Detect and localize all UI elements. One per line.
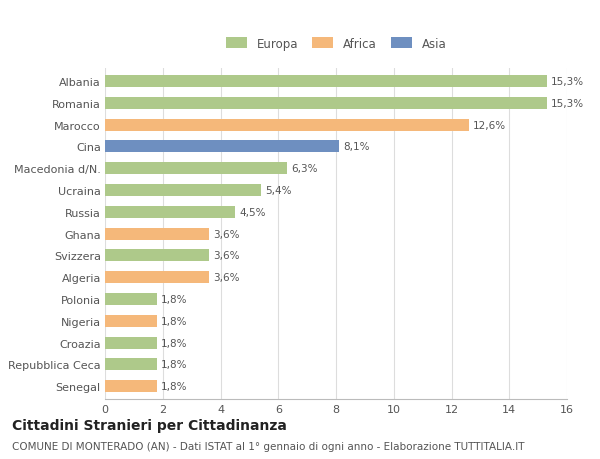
- Bar: [105, 250, 209, 262]
- Text: 1,8%: 1,8%: [161, 359, 188, 369]
- Text: 3,6%: 3,6%: [213, 229, 240, 239]
- Text: 3,6%: 3,6%: [213, 251, 240, 261]
- Text: 4,5%: 4,5%: [239, 207, 266, 218]
- Bar: [105, 337, 157, 349]
- Bar: [105, 315, 157, 327]
- Text: 5,4%: 5,4%: [265, 185, 292, 196]
- Bar: [105, 98, 547, 110]
- Text: 6,3%: 6,3%: [291, 164, 318, 174]
- Text: 1,8%: 1,8%: [161, 294, 188, 304]
- Text: Cittadini Stranieri per Cittadinanza: Cittadini Stranieri per Cittadinanza: [12, 418, 287, 431]
- Text: 12,6%: 12,6%: [473, 120, 506, 130]
- Bar: [105, 119, 469, 131]
- Bar: [105, 141, 339, 153]
- Bar: [105, 293, 157, 305]
- Bar: [105, 381, 157, 392]
- Legend: Europa, Africa, Asia: Europa, Africa, Asia: [223, 35, 449, 53]
- Text: 15,3%: 15,3%: [551, 99, 584, 109]
- Text: 1,8%: 1,8%: [161, 338, 188, 348]
- Bar: [105, 163, 287, 175]
- Bar: [105, 358, 157, 370]
- Text: 8,1%: 8,1%: [343, 142, 370, 152]
- Text: COMUNE DI MONTERADO (AN) - Dati ISTAT al 1° gennaio di ogni anno - Elaborazione : COMUNE DI MONTERADO (AN) - Dati ISTAT al…: [12, 441, 524, 451]
- Text: 3,6%: 3,6%: [213, 273, 240, 283]
- Text: 15,3%: 15,3%: [551, 77, 584, 87]
- Bar: [105, 207, 235, 218]
- Bar: [105, 185, 261, 196]
- Bar: [105, 228, 209, 240]
- Bar: [105, 272, 209, 284]
- Text: 1,8%: 1,8%: [161, 381, 188, 391]
- Text: 1,8%: 1,8%: [161, 316, 188, 326]
- Bar: [105, 76, 547, 88]
